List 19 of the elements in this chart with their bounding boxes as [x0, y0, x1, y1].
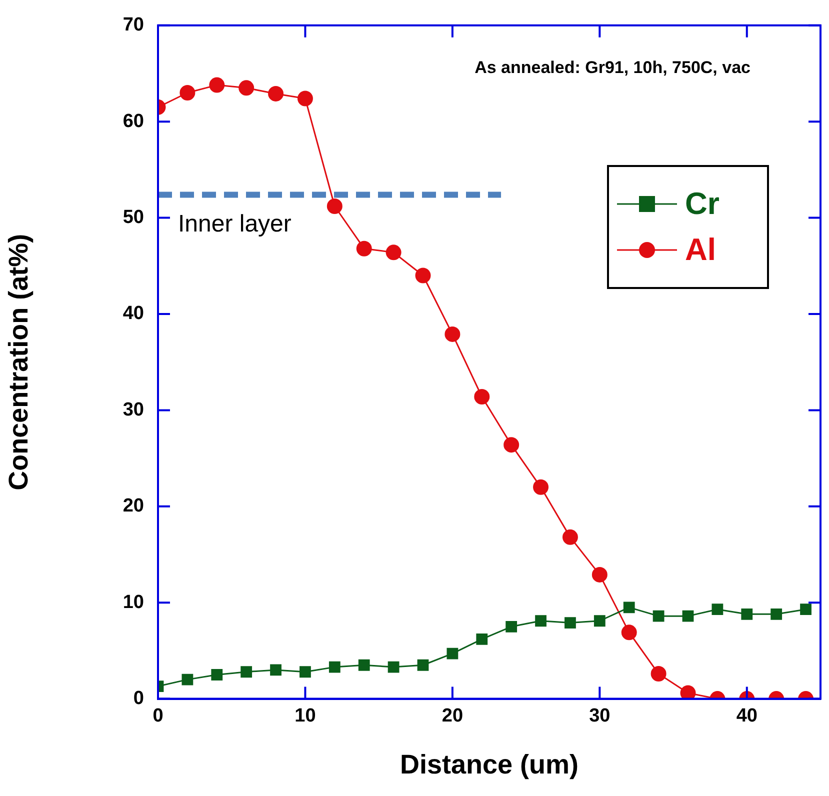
x-tick-label: 10 [294, 705, 316, 726]
y-tick-label: 60 [122, 110, 144, 132]
legend-label: Cr [685, 186, 720, 222]
annotation: Inner layer [178, 210, 292, 238]
y-axis-title: Concentration (at%) [4, 234, 34, 490]
x-tick-label: 30 [589, 705, 610, 726]
x-tick-label: 20 [442, 705, 464, 726]
y-tick-label: 20 [122, 496, 144, 517]
x-tick-label: 0 [152, 705, 164, 726]
y-tick-label: 10 [122, 592, 144, 613]
legend-label: Al [685, 232, 716, 268]
y-tick-label: 50 [122, 207, 144, 228]
y-tick-label: 40 [122, 303, 144, 324]
x-axis-title: Distance (um) [400, 749, 579, 780]
y-tick-label: 70 [122, 14, 144, 36]
annotation: As annealed: Gr91, 10h, 750C, vac [474, 58, 750, 78]
x-tick-label: 40 [736, 705, 758, 726]
y-tick-label: 0 [133, 688, 144, 710]
y-tick-label: 30 [122, 399, 144, 420]
